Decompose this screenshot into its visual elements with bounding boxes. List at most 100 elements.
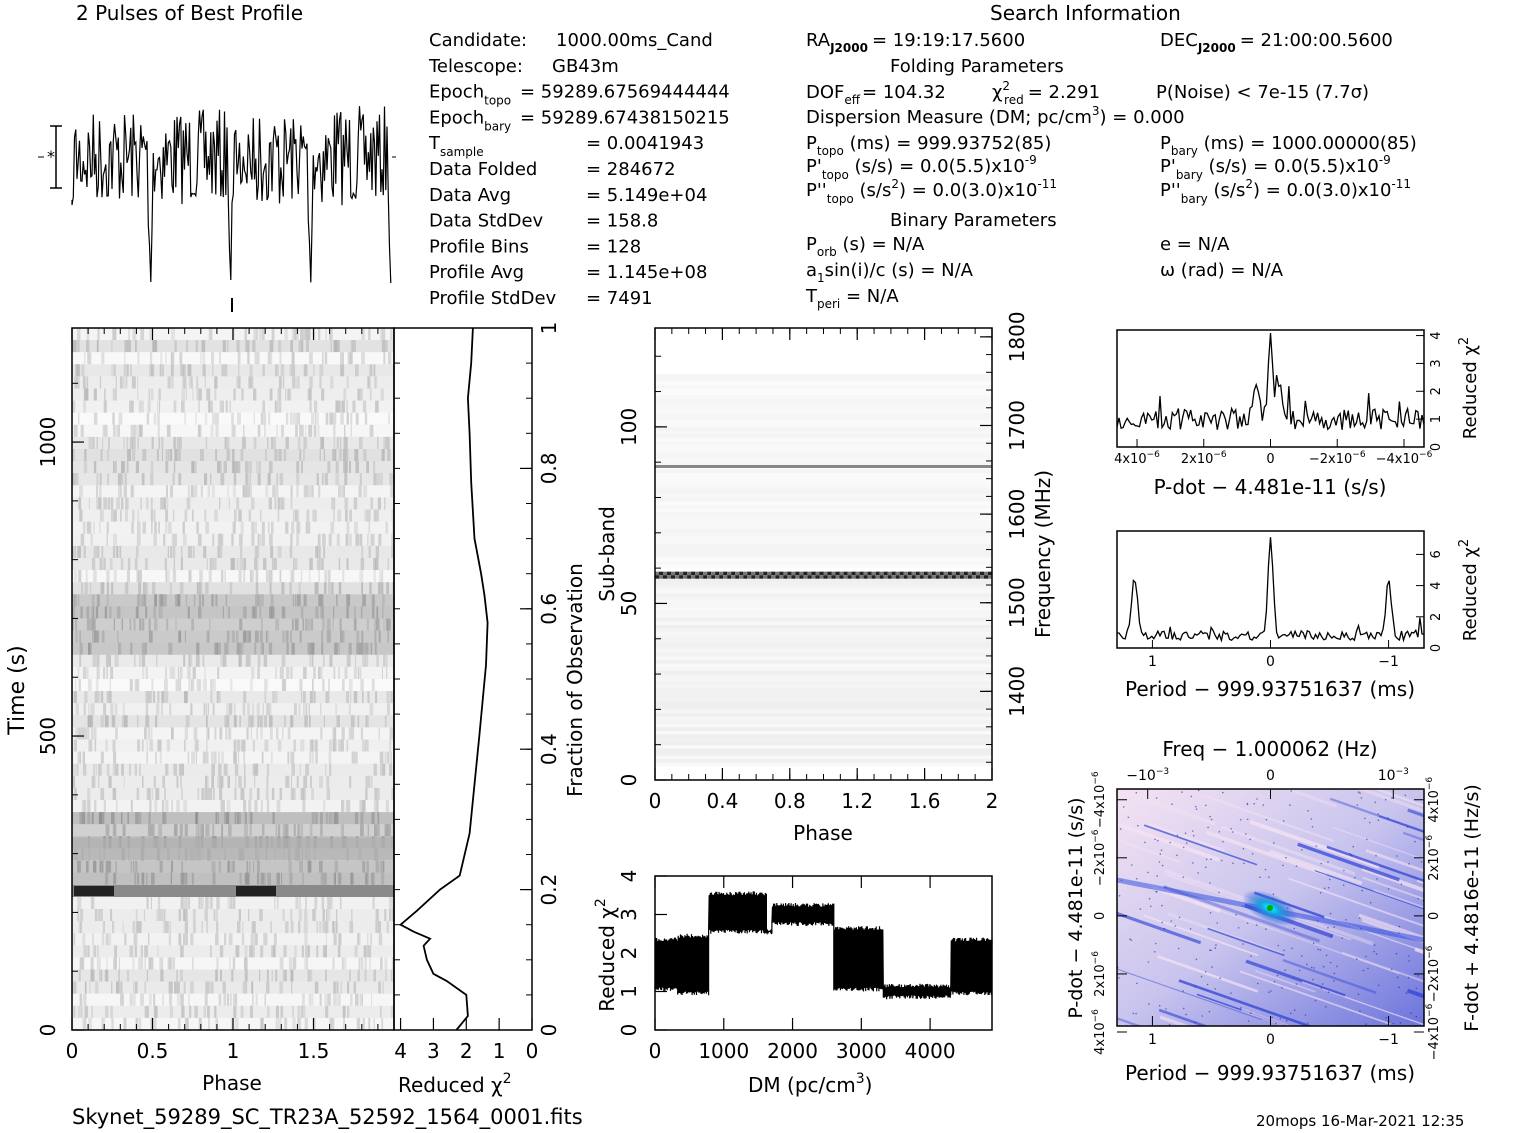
dm-ytick: 2 [617,947,641,960]
dm-xtick: 0 [649,1039,662,1063]
time-phase-image [72,328,394,1030]
time-phase-row [72,340,394,353]
time-phase-row [72,921,394,934]
subband-row [655,451,992,456]
info-value: = 158.8 [586,211,658,232]
dec-row: DECJ2000 = 21:00:00.5600 [1160,30,1393,55]
subband-row [655,705,992,710]
pp-ytick: 4x10−6 [1091,1009,1108,1055]
subband-row [655,441,992,445]
subband-row [655,698,992,703]
info-row: Telescope: [428,56,523,77]
subband-row [655,430,992,435]
subband-ytick: 50 [617,591,641,616]
subband-row [655,458,992,463]
time-chi2-plot: 4 3 2 1 000.20.40.60.81 Reduced χ2 Fraction … [393,322,587,1097]
subband-row [655,642,992,647]
pdot-bary-row: P'bary (s/s) = 0.0(5.5)x10-9 [1160,153,1391,182]
time-chi2-axes: 4 3 2 1 000.20.40.60.81 [394,322,561,1063]
subband-row [655,511,992,516]
time-phase-xtick: 1.5 [298,1039,330,1063]
subband-row [655,638,992,643]
dm-xtick: 3000 [836,1039,887,1063]
period-chi2-line [1117,537,1425,643]
time-phase-xtick: 0.5 [137,1039,169,1063]
subband-row [655,716,992,721]
subband-row [655,448,992,452]
dm-chi2-trace [654,891,993,1000]
chi2-ytick: 4 [1429,331,1444,339]
subband-row [655,462,992,467]
subband-row [655,624,992,629]
subband-row [655,522,992,527]
time-phase-row [72,763,394,777]
subband-row [655,494,992,498]
pp-xtick: −1 [1378,1032,1399,1048]
info-value: GB43m [552,56,619,77]
pp-right-tick: −2x10−6 [1425,945,1442,1002]
info-value: = 59289.67569444444 [520,82,730,103]
subband-row [655,684,992,689]
subband-row [655,712,992,717]
ra-row: RAJ2000 = 19:19:17.5600 [806,30,1025,55]
time-phase-row [72,618,394,632]
subband-ytick: 100 [617,408,641,446]
time-chi2-xtick: 4 [394,1039,407,1063]
info-value: = 0.0041943 [586,133,704,154]
pp-freq-tick: 10−3 [1378,767,1409,784]
subband-xtick: 2 [986,789,999,813]
time-phase-axes: 0 0.5 1 1.5 0 500 1000 [36,328,395,1063]
time-phase-xlabel: Phase [202,1071,262,1095]
folding-title: Folding Parameters [890,56,1064,77]
subband-row [655,444,992,449]
subband-row [655,741,992,746]
time-phase-row [72,909,394,922]
time-phase-xtick: 0 [66,1039,79,1063]
period-xtick: 1 [1148,654,1157,670]
dof-row: DOFeff = 104.32 [806,82,946,107]
subband-row [655,659,992,664]
chi2-ytick: 1 [1429,415,1444,423]
subband-row [655,529,992,534]
pdot-xtick: −2x10−6 [1309,450,1366,467]
fraction-tick: 0 [537,1024,561,1037]
time-phase-row [72,691,394,704]
ecc-row: e = N/A [1160,234,1230,255]
timestamp: 20mops 16-Mar-2021 12:35 [1256,1112,1464,1130]
subband-row [655,518,992,523]
subband-row [655,621,992,625]
chi2-ytick: 3 [1429,359,1444,367]
time-phase-row [72,945,394,958]
subband-row [655,476,992,481]
subband-row [655,409,992,414]
period-pdot-axes: 1 0 −1−10−3 0 10−34x10−62x10−60−2x10−6−4x10−… [1091,767,1442,1060]
pbary-row: Pbary (ms) = 1000.00000(85) [1160,133,1417,158]
subband-row [655,391,992,396]
porb-row: Porb (s) = N/A [806,234,925,259]
subband-row [655,554,992,558]
subband-row [655,469,992,474]
pp-xlabel: Period − 999.93751637 (ms) [1125,1061,1415,1085]
time-phase-row [72,872,394,886]
time-phase-row [72,654,394,668]
dm-xtick: 2000 [767,1039,818,1063]
subband-row [655,667,992,671]
dm-chi2-line [654,891,993,1000]
subband-row [655,635,992,640]
subband-row [655,702,992,707]
subband-row [655,730,992,735]
pdot-topo-row: P'topo (s/s) = 0.0(5.5)x10-9 [806,153,1037,182]
time-phase-row [72,824,394,837]
subband-row [655,525,992,530]
subband-row [655,381,992,385]
info-row: Data Folded [429,159,537,180]
ptopo-row: Ptopo (ms) = 999.93752(85) [806,133,1051,158]
subband-row [655,419,992,424]
subband-row [655,490,992,495]
frequency-tick: 1400 [1005,666,1029,717]
time-phase-row [72,679,394,692]
subband-row [655,688,992,693]
subband-row [655,748,992,753]
subband-row [655,398,992,403]
dm-xtick: 1000 [698,1039,749,1063]
